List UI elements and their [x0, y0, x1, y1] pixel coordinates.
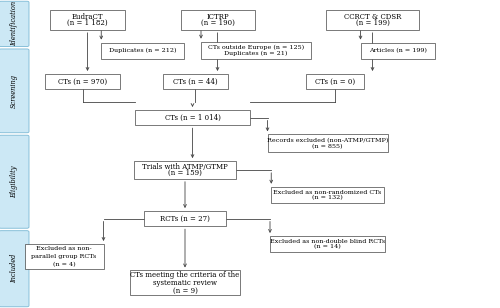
Bar	[326, 10, 419, 30]
FancyBboxPatch shape	[0, 49, 29, 133]
Text: CCRCT & CDSR: CCRCT & CDSR	[344, 13, 401, 21]
Text: CTs outside Europe (n = 125): CTs outside Europe (n = 125)	[208, 45, 304, 50]
Text: (n = 9): (n = 9)	[172, 287, 198, 295]
FancyBboxPatch shape	[0, 231, 29, 307]
Text: Identification: Identification	[10, 1, 18, 47]
Text: (n = 1 182): (n = 1 182)	[67, 19, 108, 27]
Text: CTs (n = 44): CTs (n = 44)	[172, 78, 218, 86]
Bar	[201, 42, 311, 59]
FancyBboxPatch shape	[0, 135, 29, 228]
Bar	[180, 10, 254, 30]
Bar	[50, 10, 124, 30]
Text: Excluded as non-: Excluded as non-	[36, 246, 92, 251]
Text: (n = 855): (n = 855)	[312, 144, 343, 149]
Text: RCTs (n = 27): RCTs (n = 27)	[160, 215, 210, 223]
Text: CTs (n = 970): CTs (n = 970)	[58, 78, 107, 86]
Bar	[270, 236, 385, 252]
Bar	[268, 134, 388, 152]
Text: Duplicates (n = 212): Duplicates (n = 212)	[109, 48, 176, 53]
Bar	[101, 43, 184, 59]
Text: CTs (n = 1 014): CTs (n = 1 014)	[164, 114, 220, 122]
Text: CTs meeting the criteria of the: CTs meeting the criteria of the	[130, 271, 240, 279]
Text: Records excluded (non-ATMP/GTMP): Records excluded (non-ATMP/GTMP)	[267, 138, 388, 143]
Text: (n = 190): (n = 190)	[200, 19, 234, 27]
Bar	[306, 74, 364, 89]
Bar	[134, 161, 236, 179]
Text: (n = 159): (n = 159)	[168, 169, 202, 177]
Text: Articles (n = 199): Articles (n = 199)	[368, 48, 426, 53]
Text: Included: Included	[10, 254, 18, 283]
Text: Trials with ATMP/GTMP: Trials with ATMP/GTMP	[142, 163, 228, 171]
Text: (n = 132): (n = 132)	[312, 195, 343, 200]
Text: (n = 4): (n = 4)	[52, 261, 76, 267]
Bar	[271, 187, 384, 203]
Bar	[130, 270, 240, 295]
Text: Excluded as non-randomized CTs: Excluded as non-randomized CTs	[274, 190, 382, 195]
Bar	[24, 244, 103, 269]
Bar	[45, 74, 120, 89]
Text: parallel group RCTs: parallel group RCTs	[32, 254, 96, 259]
Text: (n = 199): (n = 199)	[356, 19, 390, 27]
Bar	[162, 74, 228, 89]
FancyBboxPatch shape	[0, 1, 29, 47]
Text: Screening: Screening	[10, 74, 18, 108]
Text: (n = 14): (n = 14)	[314, 244, 341, 249]
Text: ICTRP: ICTRP	[206, 13, 229, 21]
Text: systematic review: systematic review	[153, 279, 217, 287]
Text: CTs (n = 0): CTs (n = 0)	[315, 78, 355, 86]
Text: Eligibility: Eligibility	[10, 165, 18, 198]
Bar	[144, 211, 226, 226]
Text: EudraCT: EudraCT	[72, 13, 104, 21]
Bar	[135, 110, 250, 125]
Text: Excluded as non-double blind RCTs: Excluded as non-double blind RCTs	[270, 239, 385, 244]
Text: Duplicates (n = 21): Duplicates (n = 21)	[224, 51, 288, 56]
Bar	[360, 43, 434, 59]
